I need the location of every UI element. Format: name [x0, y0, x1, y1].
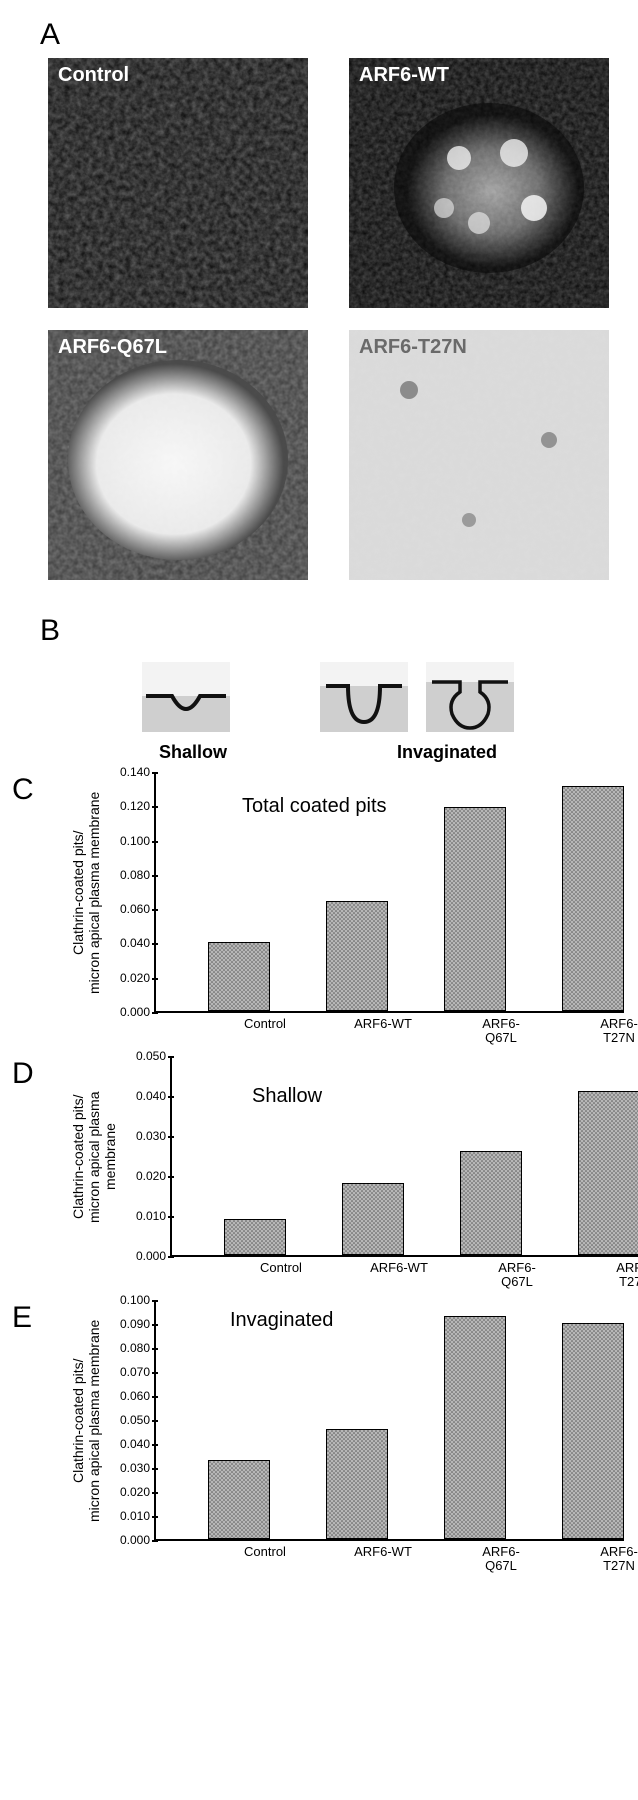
x-tick-label: ARF6-WT	[340, 1013, 426, 1031]
x-tick-label: ARF6-WT	[340, 1541, 426, 1559]
y-tick: 0.080	[106, 1341, 150, 1355]
y-tick: 0.090	[106, 1317, 150, 1331]
micrograph-label: Control	[58, 64, 129, 87]
panel-b-images	[40, 654, 616, 738]
x-tick-label: Control	[222, 1013, 308, 1031]
y-tick: 0.040	[122, 1089, 166, 1103]
panel-letter: D	[12, 1057, 34, 1091]
panel-a-letter: A	[40, 18, 616, 52]
y-tick: 0.010	[122, 1209, 166, 1223]
chart-title: Total coated pits	[242, 795, 387, 818]
chart-wrap: Clathrin-coated pits/micron apical plasm…	[68, 1057, 616, 1291]
x-tick-label: ARF6-Q67L	[458, 1013, 544, 1044]
bar	[562, 1323, 624, 1539]
y-tick: 0.020	[106, 1485, 150, 1499]
y-tick: 0.020	[122, 1169, 166, 1183]
bar	[342, 1183, 404, 1255]
x-axis-labels: Control ARF6-WT ARF6-Q67L ARF6-T27N	[182, 1541, 638, 1575]
y-tick: 0.040	[106, 936, 150, 950]
plot-area: Invaginated0.0000.0100.0200.0300.0400.05…	[154, 1301, 624, 1541]
panel-b-letter: B	[40, 614, 616, 648]
y-axis-label: Clathrin-coated pits/micron apical plasm…	[68, 1301, 102, 1541]
panel-letter: E	[12, 1301, 32, 1335]
y-tick: 0.000	[106, 1533, 150, 1547]
chart-e: EClathrin-coated pits/micron apical plas…	[40, 1301, 616, 1575]
bar	[224, 1219, 286, 1255]
pit-invaginated-images	[320, 662, 514, 732]
bar	[562, 786, 624, 1011]
bar	[326, 1429, 388, 1539]
micrograph-label: ARF6-WT	[359, 64, 449, 87]
bar	[460, 1151, 522, 1255]
x-tick-label: ARF6-T27N	[576, 1013, 638, 1044]
chart-wrap: Clathrin-coated pits/micron apical plasm…	[68, 773, 616, 1047]
micrograph-arf6-t27n: ARF6-T27N	[349, 330, 609, 580]
x-tick-label: ARF6-Q67L	[474, 1257, 560, 1288]
panel-b-captions: Shallow Invaginated	[40, 742, 616, 763]
x-tick-label: ARF6-WT	[356, 1257, 442, 1275]
chart-wrap: Clathrin-coated pits/micron apical plasm…	[68, 1301, 616, 1575]
y-tick: 0.040	[106, 1437, 150, 1451]
y-tick: 0.050	[106, 1413, 150, 1427]
plot-area: Total coated pits0.0000.0200.0400.0600.0…	[154, 773, 624, 1013]
micrograph-label: ARF6-Q67L	[58, 336, 167, 359]
y-tick: 0.140	[106, 765, 150, 779]
x-tick-label: Control	[222, 1541, 308, 1559]
figure-root: A Control	[0, 0, 638, 1595]
y-tick: 0.100	[106, 834, 150, 848]
panel-b: B	[40, 614, 616, 763]
y-tick: 0.000	[122, 1249, 166, 1263]
y-tick: 0.020	[106, 971, 150, 985]
plot-area: Shallow0.0000.0100.0200.0300.0400.050	[170, 1057, 638, 1257]
bar	[444, 1316, 506, 1539]
y-tick: 0.030	[106, 1461, 150, 1475]
panel-a-grid: Control ARF6-WT	[40, 58, 616, 580]
y-tick: 0.010	[106, 1509, 150, 1523]
bar	[208, 1460, 270, 1539]
y-tick: 0.060	[106, 1389, 150, 1403]
y-axis-label: Clathrin-coated pits/micron apical plasm…	[68, 773, 102, 1013]
pit-invaginated-image-2	[426, 662, 514, 732]
x-tick-label: Control	[238, 1257, 324, 1275]
y-tick: 0.030	[122, 1129, 166, 1143]
bar	[208, 942, 270, 1011]
y-axis-label: Clathrin-coated pits/micron apical plasm…	[68, 1057, 118, 1257]
pit-shallow-image	[142, 662, 230, 732]
y-tick: 0.080	[106, 868, 150, 882]
y-tick: 0.070	[106, 1365, 150, 1379]
y-tick: 0.050	[122, 1049, 166, 1063]
micrograph-arf6-wt: ARF6-WT	[349, 58, 609, 308]
panel-letter: C	[12, 773, 34, 807]
micrograph-control: Control	[48, 58, 308, 308]
shallow-caption: Shallow	[159, 742, 227, 763]
x-axis-labels: Control ARF6-WT ARF6-Q67L ARF6-T27N	[198, 1257, 638, 1291]
y-tick: 0.120	[106, 799, 150, 813]
y-tick: 0.100	[106, 1293, 150, 1307]
pit-invaginated-image-1	[320, 662, 408, 732]
x-tick-label: ARF6-T27N	[576, 1541, 638, 1572]
micrograph-arf6-q67l: ARF6-Q67L	[48, 330, 308, 580]
chart-title: Invaginated	[230, 1309, 333, 1332]
chart-title: Shallow	[252, 1085, 322, 1108]
invaginated-caption: Invaginated	[397, 742, 497, 763]
micrograph-label: ARF6-T27N	[359, 336, 467, 359]
chart-c: CClathrin-coated pits/micron apical plas…	[40, 773, 616, 1047]
y-tick: 0.000	[106, 1005, 150, 1019]
chart-d: DClathrin-coated pits/micron apical plas…	[40, 1057, 616, 1291]
bar	[326, 901, 388, 1011]
x-tick-label: ARF6-T27N	[592, 1257, 638, 1288]
x-axis-labels: Control ARF6-WT ARF6-Q67L ARF6-T27N	[182, 1013, 638, 1047]
bar	[578, 1091, 638, 1255]
x-tick-label: ARF6-Q67L	[458, 1541, 544, 1572]
bar	[444, 807, 506, 1011]
y-tick: 0.060	[106, 902, 150, 916]
